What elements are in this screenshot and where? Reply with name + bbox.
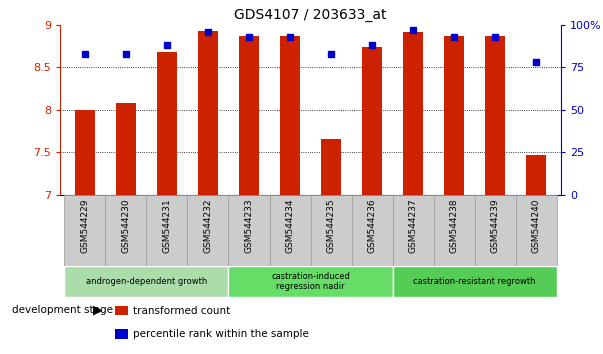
Bar xyxy=(188,195,229,266)
Text: GSM544233: GSM544233 xyxy=(244,198,253,253)
Bar xyxy=(475,195,516,266)
Text: GSM544232: GSM544232 xyxy=(203,198,212,253)
Bar xyxy=(229,266,393,297)
Title: GDS4107 / 203633_at: GDS4107 / 203633_at xyxy=(235,8,387,22)
Bar xyxy=(270,195,311,266)
Bar xyxy=(393,266,557,297)
Text: GSM544234: GSM544234 xyxy=(286,198,294,253)
Bar xyxy=(115,306,128,315)
Text: percentile rank within the sample: percentile rank within the sample xyxy=(133,329,309,339)
Bar xyxy=(106,195,147,266)
Bar xyxy=(516,195,557,266)
Text: GSM544237: GSM544237 xyxy=(409,198,418,253)
Bar xyxy=(403,33,423,195)
Bar xyxy=(280,36,300,195)
Text: GSM544238: GSM544238 xyxy=(450,198,459,253)
Bar xyxy=(65,195,106,266)
Bar xyxy=(444,36,464,195)
Bar xyxy=(434,195,475,266)
Bar xyxy=(147,195,188,266)
Bar xyxy=(75,110,95,195)
Text: GSM544230: GSM544230 xyxy=(121,198,130,253)
Bar xyxy=(393,195,434,266)
Bar xyxy=(311,195,352,266)
Bar xyxy=(229,195,270,266)
Bar xyxy=(362,47,382,195)
Text: GSM544235: GSM544235 xyxy=(327,198,335,253)
Text: GSM544240: GSM544240 xyxy=(532,198,541,253)
Text: ▶: ▶ xyxy=(93,304,103,316)
Text: androgen-dependent growth: androgen-dependent growth xyxy=(86,277,207,286)
Text: castration-resistant regrowth: castration-resistant regrowth xyxy=(414,277,536,286)
Text: GSM544231: GSM544231 xyxy=(162,198,171,253)
Bar xyxy=(65,266,229,297)
Bar xyxy=(485,36,505,195)
Bar xyxy=(352,195,393,266)
Text: GSM544229: GSM544229 xyxy=(80,198,89,253)
Bar xyxy=(157,52,177,195)
Text: transformed count: transformed count xyxy=(133,306,230,315)
Text: GSM544239: GSM544239 xyxy=(491,198,500,253)
Bar xyxy=(526,155,546,195)
Text: development stage: development stage xyxy=(12,305,113,315)
Text: castration-induced
regression nadir: castration-induced regression nadir xyxy=(271,272,350,291)
Text: GSM544236: GSM544236 xyxy=(368,198,377,253)
Bar xyxy=(115,329,128,338)
Bar xyxy=(198,31,218,195)
Bar xyxy=(116,103,136,195)
Bar xyxy=(321,139,341,195)
Bar xyxy=(239,36,259,195)
